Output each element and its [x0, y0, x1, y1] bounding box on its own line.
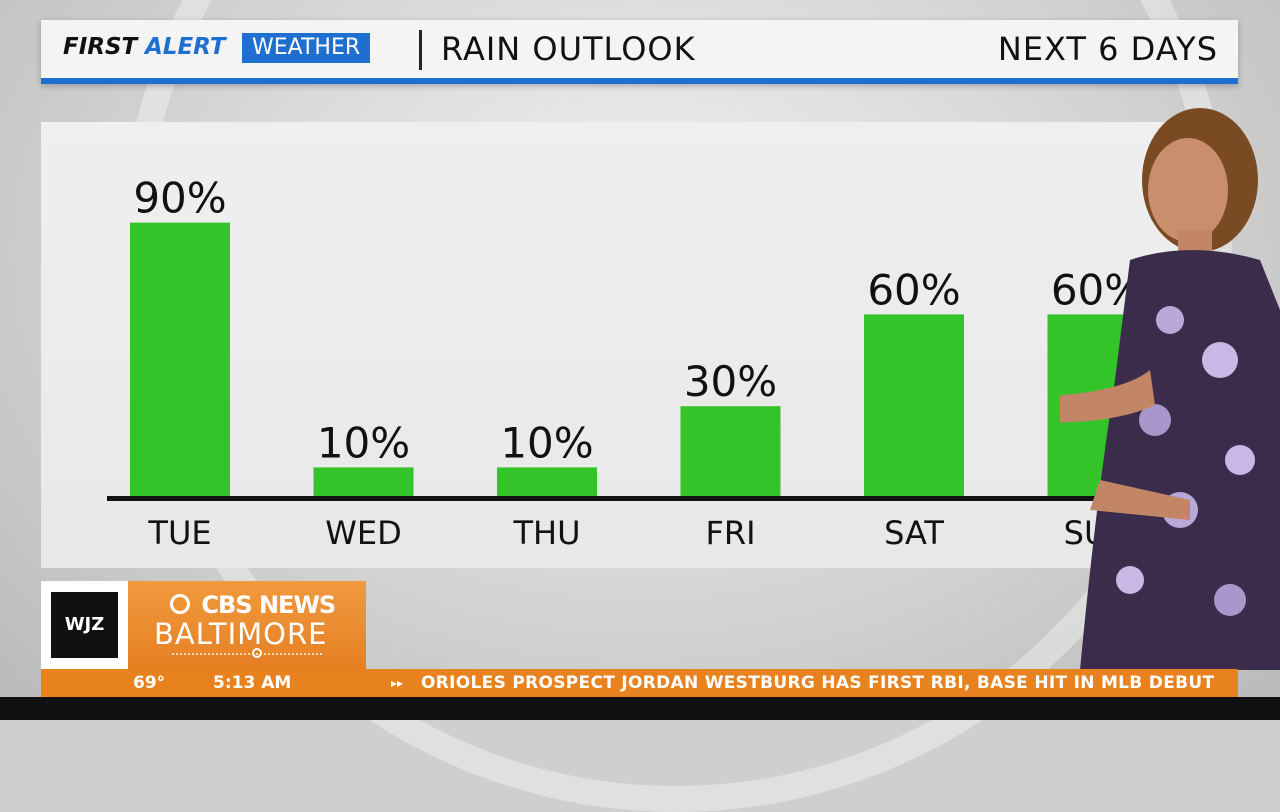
category-label-thu: THU [512, 514, 580, 552]
ticker-temperature: 69° [133, 673, 166, 693]
ticker-headline: ORIOLES PROSPECT JORDAN WESTBURG HAS FIR… [421, 673, 1215, 693]
brand-weather-badge: WEATHER [242, 33, 371, 63]
category-label-wed: WED [325, 514, 402, 552]
station-logo-box: WJZ [41, 581, 128, 669]
value-label-wed: 10% [317, 418, 410, 467]
station-marker-icon [252, 648, 262, 658]
ticker-arrows-icon: ▸▸ [391, 676, 404, 690]
category-label-sat: SAT [884, 514, 944, 552]
station-logo: WJZ [51, 592, 118, 658]
city-name: BALTIMORE [154, 617, 328, 651]
value-label-sat: 60% [867, 265, 960, 314]
category-label-fri: FRI [705, 514, 755, 552]
bar-wed [313, 467, 414, 498]
header-bar: FIRST ALERT WEATHER RAIN OUTLOOK NEXT 6 … [41, 20, 1238, 84]
bottom-bar [0, 697, 1280, 720]
bar-tue [130, 222, 230, 498]
page-subtitle: NEXT 6 DAYS [997, 30, 1218, 68]
network-name: CBS NEWS [201, 591, 336, 619]
ticker-time: 5:13 AM [213, 673, 292, 693]
bar-fri [680, 406, 781, 498]
page-title: RAIN OUTLOOK [441, 30, 696, 68]
category-label-tue: TUE [147, 514, 211, 552]
bar-sat [864, 314, 964, 498]
station-dots [172, 653, 322, 657]
value-label-fri: 30% [684, 357, 777, 406]
x-axis-baseline [107, 496, 1167, 501]
value-label-thu: 10% [500, 418, 593, 467]
station-branding: CBS NEWS BALTIMORE [128, 581, 366, 669]
news-ticker: 69° 5:13 AM ▸▸ ORIOLES PROSPECT JORDAN W… [41, 669, 1238, 697]
brand-alert: ALERT [145, 34, 226, 60]
value-label-tue: 90% [133, 174, 226, 223]
presenter-figure [1060, 108, 1280, 670]
cbs-eye-icon [170, 594, 190, 614]
header-divider [419, 30, 422, 70]
brand-first: FIRST [63, 34, 138, 60]
bar-thu [497, 467, 597, 498]
